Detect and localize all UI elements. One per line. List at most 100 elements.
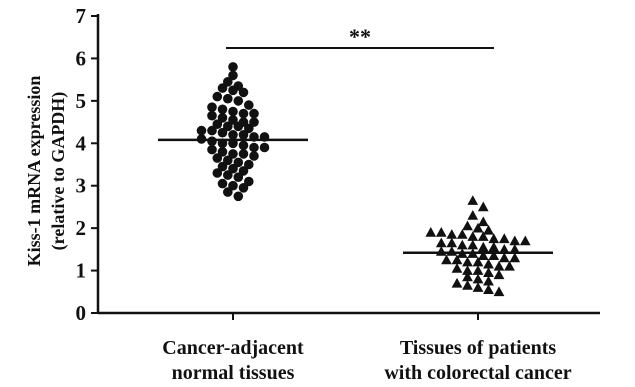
series-1-point-11 (467, 231, 479, 241)
series-1-point-44 (493, 269, 505, 280)
series-0-point-28 (228, 130, 238, 140)
series-0-point-25 (196, 125, 207, 136)
series-1-point-1 (477, 201, 489, 212)
series-0-point-12 (217, 104, 228, 115)
data-points (196, 62, 531, 297)
series-0-point-27 (217, 127, 228, 138)
series-0-point-11 (207, 102, 217, 112)
series-0-point-26 (207, 125, 217, 136)
series-0-point-9 (233, 96, 244, 106)
y-tick-label-5: 5 (76, 89, 87, 113)
series-1-point-46 (472, 273, 484, 284)
series-1-point-24 (509, 244, 521, 254)
series-0-point-36 (238, 140, 249, 151)
series-1-point-15 (509, 235, 521, 246)
series-0-point-1 (228, 70, 238, 81)
series-0-point-50 (238, 166, 249, 176)
series-0-point-29 (238, 130, 249, 140)
series-1-point-42 (472, 265, 484, 275)
y-axis-label-line1: Kiss-1 mRNA expression (24, 76, 44, 267)
series-1-point-38 (493, 260, 505, 271)
series-1-point-48 (451, 277, 463, 288)
series-0-point-48 (217, 161, 228, 172)
series-1-point-41 (462, 265, 473, 275)
series-1-point-50 (472, 282, 484, 292)
series-1-point-0 (467, 195, 479, 205)
series-0-point-10 (244, 100, 254, 110)
series-1-point-2 (467, 210, 479, 220)
series-1-point-52 (493, 286, 505, 297)
series-0-point-38 (259, 142, 270, 153)
series-0-point-49 (228, 163, 238, 174)
series-0-point-22 (223, 121, 233, 132)
series-0-point-41 (228, 149, 238, 159)
axes (96, 14, 600, 320)
series-1-point-13 (488, 233, 500, 244)
y-tick-label-2: 2 (76, 216, 87, 240)
series-1-point-23 (498, 244, 510, 254)
series-1-point-14 (498, 233, 510, 244)
series-1-point-36 (472, 256, 484, 267)
series-1-point-5 (472, 222, 484, 233)
series-0-point-14 (238, 108, 249, 119)
series-0-point-20 (249, 117, 259, 127)
series-1-point-16 (519, 235, 531, 246)
y-axis-label-line2: (relative to GAPDH) (48, 92, 69, 251)
series-0-point-46 (233, 157, 244, 168)
series-0-point-13 (228, 106, 238, 117)
series-1-point-45 (462, 271, 473, 282)
y-ticks: 0 1 2 3 4 5 6 7 (76, 4, 98, 325)
series-1-point-8 (435, 227, 447, 237)
series-0-point-15 (249, 108, 259, 119)
series-0-point-7 (212, 91, 223, 102)
series-0-point-39 (207, 144, 217, 155)
series-1-point-19 (456, 239, 468, 250)
series-0-point-6 (238, 87, 249, 98)
series-1-point-30 (488, 250, 500, 260)
series-1-point-6 (483, 224, 494, 235)
series-1-point-17 (435, 237, 447, 248)
series-0-point-54 (244, 176, 254, 187)
y-tick-label-7: 7 (76, 4, 87, 28)
series-1-point-25 (435, 246, 447, 256)
series-1-point-9 (446, 229, 458, 239)
series-1-point-18 (446, 237, 458, 248)
series-1-point-49 (462, 280, 473, 290)
series-1-point-12 (477, 231, 489, 241)
series-1-point-34 (451, 254, 463, 265)
significance-label: ** (349, 24, 371, 49)
series-0-point-57 (238, 183, 249, 193)
series-1-point-35 (462, 256, 473, 267)
y-tick-label-6: 6 (76, 46, 87, 70)
category-label-1-line1: Tissues of patients (400, 337, 557, 359)
series-0-point-8 (223, 93, 233, 104)
series-0-point-24 (244, 123, 254, 134)
series-1-point-21 (477, 241, 489, 252)
series-1-point-22 (488, 241, 500, 252)
series-1-point-43 (483, 267, 494, 277)
y-tick-label-4: 4 (76, 131, 87, 155)
series-0-point-52 (223, 170, 233, 180)
series-0-point-58 (223, 187, 233, 197)
series-1-point-10 (456, 229, 468, 239)
series-1-point-51 (483, 284, 494, 294)
series-1-point-37 (483, 258, 494, 269)
series-0-point-18 (228, 115, 238, 125)
series-1-point-33 (441, 254, 452, 265)
series-0-point-43 (249, 151, 259, 161)
series-0-point-55 (217, 178, 228, 189)
series-1-point-20 (467, 239, 479, 250)
series-0-point-59 (233, 191, 244, 202)
series-1-point-39 (504, 260, 515, 271)
series-1-point-4 (462, 220, 473, 231)
series-0-point-4 (217, 83, 228, 93)
series-0-point-0 (228, 62, 238, 72)
series-0-point-53 (233, 172, 244, 182)
series-0-point-47 (244, 159, 254, 170)
category-label-0-line1: Cancer-adjacent (162, 337, 304, 359)
series-0-point-37 (249, 142, 259, 153)
series-0-point-33 (207, 136, 217, 146)
category-label-0-line2: normal tissues (172, 362, 295, 384)
y-tick-label-0: 0 (76, 301, 87, 325)
series-0-point-56 (228, 180, 238, 191)
